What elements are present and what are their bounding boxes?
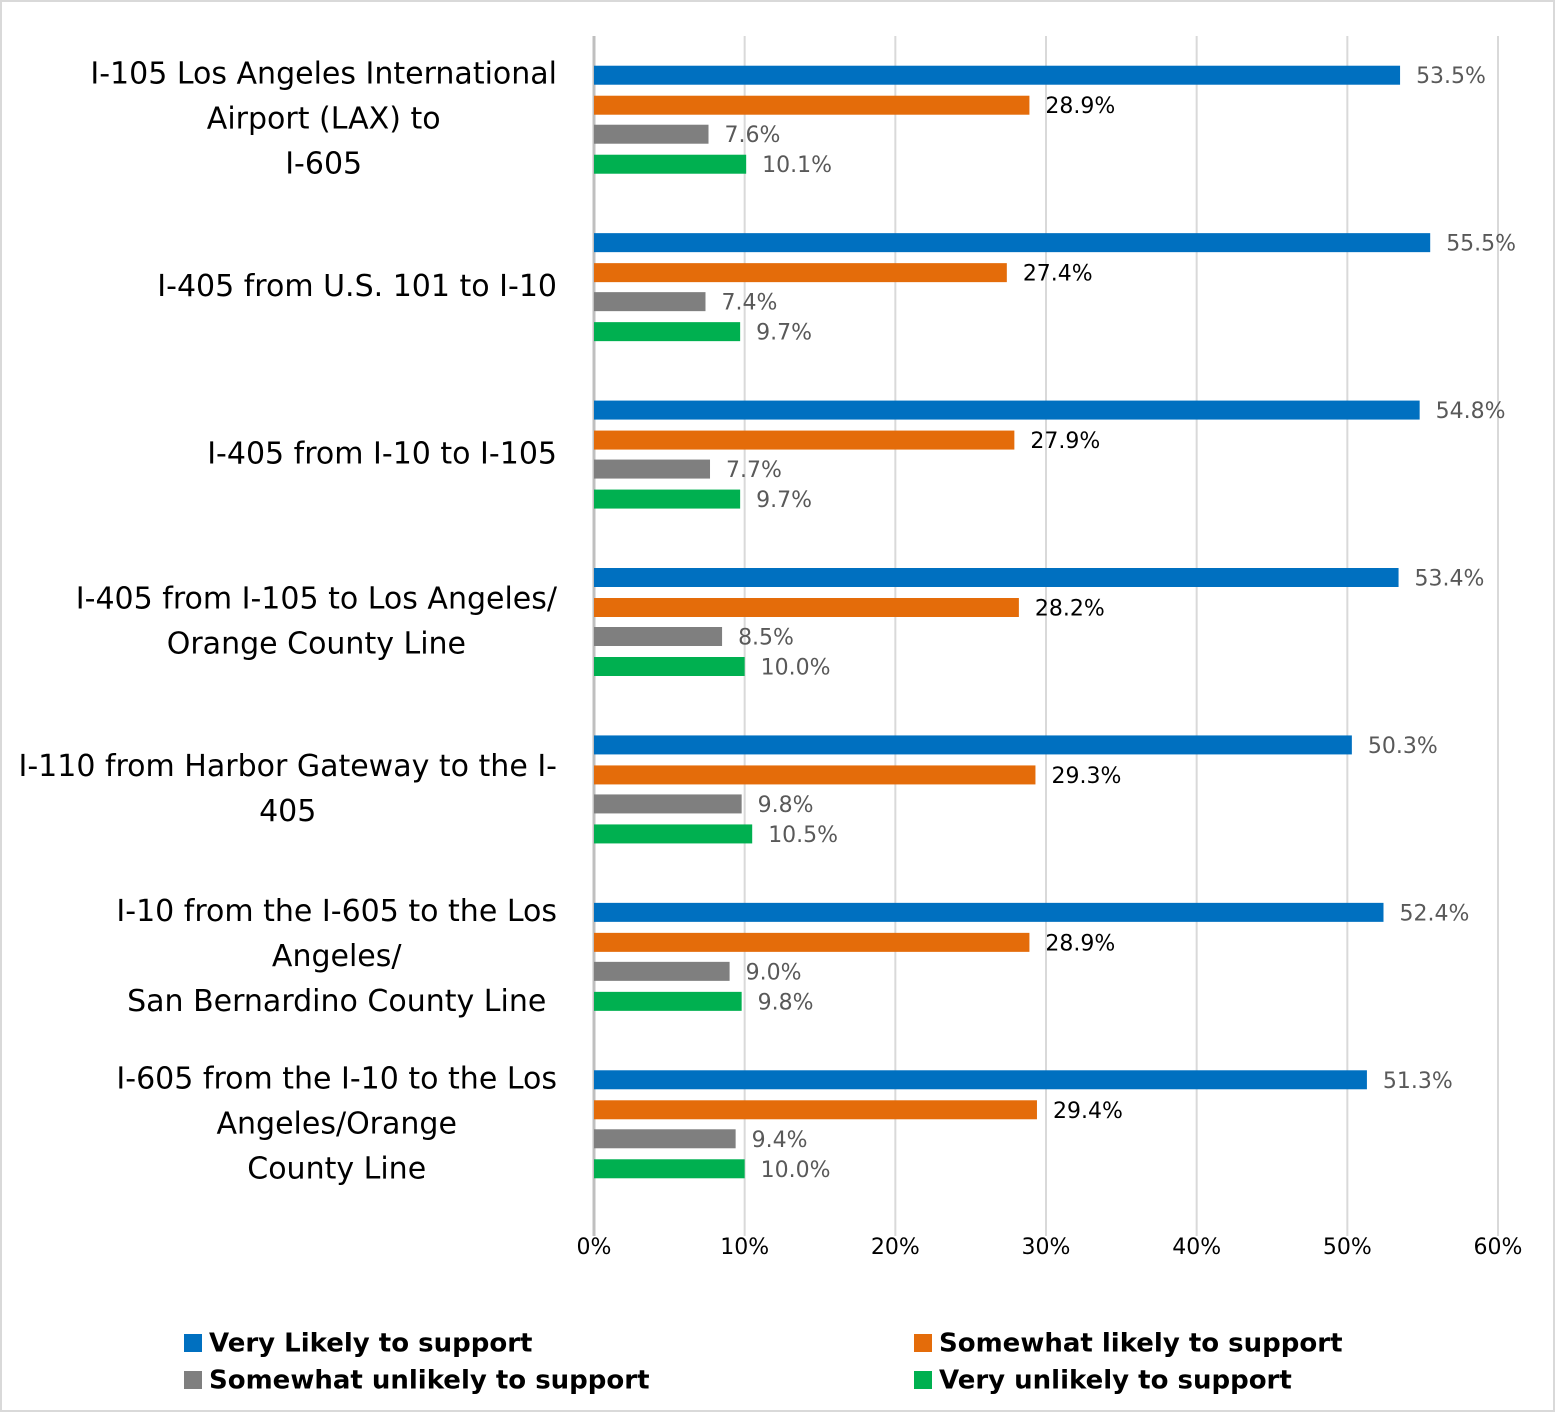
y-tick-label: I-110 from Harbor Gateway to the I-405 [18,748,557,828]
data-label: 9.0% [746,960,802,985]
y-tick-label: I-605 from the I-10 to the Los Angeles/Or… [116,1061,557,1186]
y-tick-label: I-105 Los Angeles International Airport (… [90,56,557,181]
data-label: 9.7% [756,488,812,513]
bar [594,1070,1367,1090]
bar [594,154,747,174]
data-label: 28.9% [1045,931,1115,956]
bar [594,961,730,981]
data-label: 9.7% [756,321,812,346]
bar [594,489,741,509]
bar [594,1129,736,1149]
data-label: 9.8% [758,990,814,1015]
bar [594,794,742,814]
data-label: 27.4% [1023,262,1093,287]
bar [594,824,753,844]
bar [594,400,1420,420]
data-label: 53.5% [1416,64,1486,89]
bar [594,459,711,479]
bar [594,765,1036,785]
data-label: 50.3% [1368,734,1438,759]
bar [594,932,1030,952]
bar [594,902,1384,922]
x-tick-label: 50% [1323,1235,1372,1260]
bar [594,657,745,676]
bar [594,598,1019,617]
x-tick-label: 0% [577,1235,612,1260]
y-tick-label: I-10 from the I-605 to the Los Angeles/Sa… [116,893,557,1018]
y-tick-label: I-405 from I-105 to Los Angeles/Orange C… [76,581,558,661]
x-tick-label: 20% [871,1235,920,1260]
data-label: 27.9% [1030,429,1100,454]
bar [594,735,1352,755]
data-label: 28.9% [1045,94,1115,119]
bar [594,263,1007,283]
bar [594,568,1399,587]
data-label: 7.4% [721,291,777,316]
legend-label: Somewhat unlikely to support [209,1366,650,1396]
legend-swatch [184,1371,202,1389]
x-tick-label: 30% [1022,1235,1071,1260]
bar [594,292,706,312]
legend-swatch [184,1334,202,1352]
bar [594,65,1401,85]
x-tick-label: 10% [720,1235,769,1260]
legend-label: Very Likely to support [209,1329,532,1359]
x-tick-label: 40% [1172,1235,1221,1260]
data-label: 10.0% [761,656,831,681]
legend-swatch [914,1334,932,1352]
x-tick-label: 60% [1474,1235,1523,1260]
data-label: 10.5% [768,823,838,848]
data-label: 54.8% [1436,399,1506,424]
data-label: 7.6% [725,123,781,148]
data-label: 55.5% [1446,232,1516,257]
data-label: 28.2% [1035,597,1105,622]
bar [594,430,1015,450]
data-label: 29.4% [1053,1099,1123,1124]
bar [594,233,1431,253]
bar [594,1100,1037,1120]
data-label: 29.3% [1051,764,1121,789]
bar [594,124,709,144]
data-label: 51.3% [1383,1069,1453,1094]
data-label: 10.1% [762,153,832,178]
bar [594,322,741,342]
bar [594,95,1030,115]
legend-label: Very unlikely to support [939,1366,1292,1396]
data-label: 9.4% [752,1128,808,1153]
data-label: 9.8% [758,793,814,818]
y-tick-label: I-405 from U.S. 101 to I-10 [157,269,557,304]
bar [594,627,723,646]
data-label: 53.4% [1415,567,1485,592]
bar [594,991,742,1011]
data-label: 7.7% [726,458,782,483]
legend-label: Somewhat likely to support [939,1329,1343,1359]
legend-swatch [914,1371,932,1389]
data-label: 10.0% [761,1158,831,1183]
bar [594,1159,745,1179]
data-label: 8.5% [738,626,794,651]
data-label: 52.4% [1399,901,1469,926]
y-tick-label: I-405 from I-10 to I-105 [207,436,557,471]
